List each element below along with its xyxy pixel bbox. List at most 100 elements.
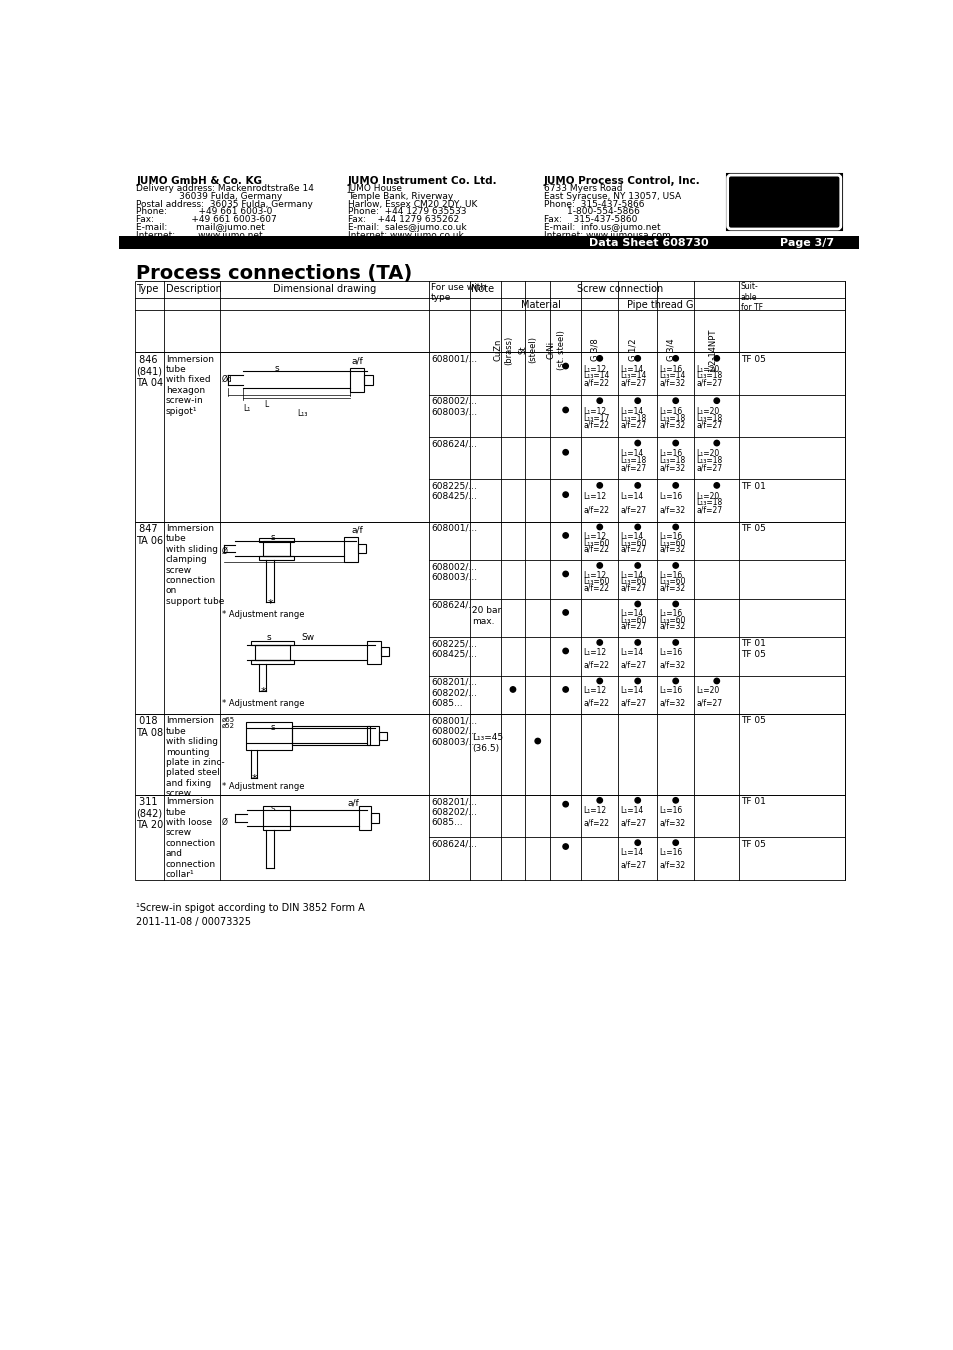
Circle shape (562, 844, 568, 849)
Text: E-mail:          mail@jumo.net: E-mail: mail@jumo.net (136, 223, 265, 232)
Text: a/f=27: a/f=27 (620, 660, 646, 670)
Bar (367, 641, 381, 664)
Text: a/f=32: a/f=32 (659, 860, 685, 869)
Text: 608002/...
608003/...: 608002/... 608003/... (431, 563, 477, 582)
Text: L₁₃: L₁₃ (297, 409, 308, 418)
Circle shape (672, 483, 678, 489)
Text: L₁=14: L₁=14 (620, 491, 643, 501)
Text: Harlow, Essex CM20 2DY, UK: Harlow, Essex CM20 2DY, UK (348, 200, 476, 209)
Circle shape (562, 610, 568, 616)
Circle shape (672, 678, 678, 683)
Text: L₁=16: L₁=16 (659, 450, 682, 458)
Text: s: s (270, 533, 274, 543)
Text: L₁₃=60: L₁₃=60 (583, 539, 609, 548)
Text: L₁=16: L₁=16 (659, 571, 682, 580)
Bar (134, 795, 843, 880)
Text: * Adjustment range: * Adjustment range (221, 699, 304, 707)
Circle shape (562, 363, 568, 369)
Text: ¹Screw-in spigot according to DIN 3852 Form A: ¹Screw-in spigot according to DIN 3852 F… (136, 903, 365, 913)
Text: Postal address:  36035 Fulda, Germany: Postal address: 36035 Fulda, Germany (136, 200, 313, 209)
Text: TF 05: TF 05 (740, 717, 765, 725)
Text: L₁: L₁ (243, 404, 251, 413)
Text: 608624/...: 608624/... (431, 601, 476, 610)
Text: L₁=14: L₁=14 (620, 406, 643, 416)
Bar (262, 806, 290, 830)
Circle shape (635, 524, 639, 529)
Text: TF 05: TF 05 (740, 355, 765, 363)
Circle shape (635, 483, 639, 489)
Circle shape (597, 355, 602, 360)
Text: Type: Type (136, 284, 158, 294)
Circle shape (635, 601, 639, 606)
FancyBboxPatch shape (727, 176, 840, 230)
Text: a/f: a/f (352, 356, 363, 365)
Text: a/f=27: a/f=27 (620, 622, 646, 630)
Bar (258, 537, 294, 541)
Text: L₁=14: L₁=14 (620, 648, 643, 657)
Text: 608624/...: 608624/... (431, 439, 476, 448)
Text: Internet: www.jumo.co.uk: Internet: www.jumo.co.uk (348, 231, 463, 239)
Text: a/f=27: a/f=27 (620, 463, 646, 472)
Text: Sw: Sw (301, 633, 314, 643)
Text: 36039 Fulda, Germany: 36039 Fulda, Germany (136, 192, 282, 201)
Text: JUMO: JUMO (733, 181, 834, 213)
Text: Ø: Ø (221, 818, 227, 828)
Text: Screw connection: Screw connection (577, 284, 662, 294)
Text: Immersion
tube
with fixed
hexagon
screw-in
spigot¹: Immersion tube with fixed hexagon screw-… (166, 355, 213, 416)
Text: CuZn
(brass): CuZn (brass) (493, 335, 513, 365)
Text: L₁₃=60: L₁₃=60 (583, 576, 609, 586)
Text: 608002/...
608003/...: 608002/... 608003/... (431, 397, 477, 416)
Text: a/f=32: a/f=32 (659, 660, 685, 670)
Text: Pipe thread G: Pipe thread G (626, 300, 693, 310)
Text: L₁₃=14: L₁₃=14 (620, 371, 646, 381)
Text: a/f=22: a/f=22 (583, 378, 609, 387)
Circle shape (713, 483, 719, 489)
Circle shape (510, 687, 516, 693)
Text: G 1/2: G 1/2 (628, 339, 637, 362)
Bar (134, 352, 843, 521)
Bar (251, 660, 294, 664)
Text: a/f=22: a/f=22 (583, 583, 609, 593)
Bar (262, 541, 290, 556)
Circle shape (597, 398, 602, 404)
Circle shape (597, 640, 602, 645)
Text: Temple Bank, Riverway: Temple Bank, Riverway (348, 192, 453, 201)
Text: L₁=20: L₁=20 (696, 450, 720, 458)
Bar (350, 367, 364, 393)
Text: a/f=32: a/f=32 (659, 699, 685, 707)
Text: Fax:    315-437-5860: Fax: 315-437-5860 (543, 215, 637, 224)
Bar (134, 281, 843, 352)
Text: 20 bar
max.: 20 bar max. (472, 606, 500, 625)
Text: L₁₃=18: L₁₃=18 (696, 456, 722, 466)
Text: L₁=14: L₁=14 (620, 686, 643, 695)
Text: CrNi
(st. steel): CrNi (st. steel) (546, 329, 565, 370)
Text: L₁=16: L₁=16 (659, 609, 682, 618)
Bar (726, 174, 841, 230)
Circle shape (713, 398, 719, 404)
Text: a/f=32: a/f=32 (659, 622, 685, 630)
Circle shape (672, 440, 678, 446)
Text: 1/2-14NPT: 1/2-14NPT (707, 328, 716, 371)
Text: a/f=22: a/f=22 (583, 421, 609, 429)
Text: Immersion
tube
with sliding
clamping
screw
connection
on
support tube: Immersion tube with sliding clamping scr… (166, 524, 224, 606)
Text: G 3/8: G 3/8 (590, 339, 599, 362)
Text: L₁₃=45
(36.5): L₁₃=45 (36.5) (472, 733, 502, 753)
Text: a/f=32: a/f=32 (659, 818, 685, 828)
Circle shape (635, 678, 639, 683)
Text: L₁=14: L₁=14 (620, 450, 643, 458)
Text: Delivery address: Mackenrodtstraße 14: Delivery address: Mackenrodtstraße 14 (136, 185, 314, 193)
Text: L₁₃=14: L₁₃=14 (659, 371, 685, 381)
Bar (378, 732, 386, 740)
Text: 847
TA 06: 847 TA 06 (136, 524, 163, 545)
Text: Fax:    +44 1279 635262: Fax: +44 1279 635262 (348, 215, 458, 224)
Text: s: s (270, 724, 274, 732)
Circle shape (672, 798, 678, 803)
Circle shape (672, 398, 678, 404)
Text: JUMO House: JUMO House (348, 185, 402, 193)
Bar (258, 556, 294, 560)
Text: a/f=22: a/f=22 (583, 505, 609, 514)
Text: a/f: a/f (348, 799, 359, 807)
Text: a/f=27: a/f=27 (620, 699, 646, 707)
Text: s: s (270, 805, 274, 813)
Text: L₁=12: L₁=12 (583, 491, 606, 501)
